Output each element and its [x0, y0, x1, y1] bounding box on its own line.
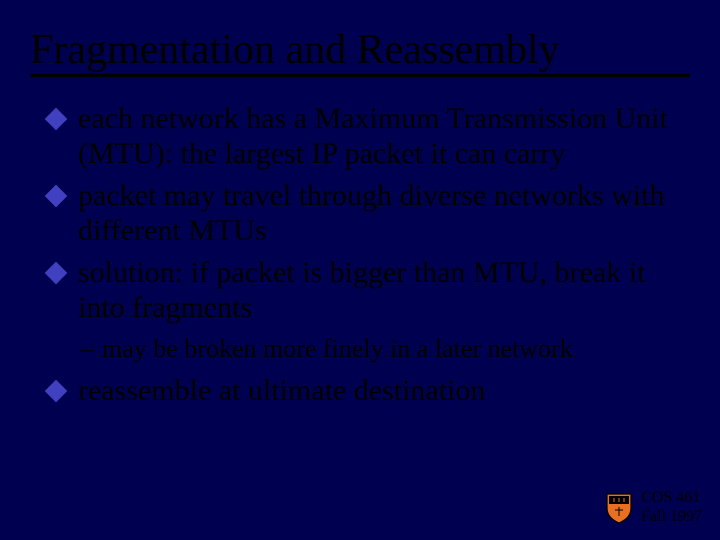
bullet-item: reassemble at ultimate destination [78, 373, 670, 408]
slide-footer: COS 461 Fall 1997 [605, 489, 702, 526]
bullet-text: solution: if packet is bigger than MTU, … [78, 256, 645, 324]
bullet-text: packet may travel through diverse networ… [78, 179, 665, 247]
slide-content: each network has a Maximum Transmission … [30, 101, 690, 408]
slide-title: Fragmentation and Reassembly [30, 28, 690, 77]
bullet-item: each network has a Maximum Transmission … [78, 101, 670, 172]
diamond-bullet-icon [45, 261, 68, 284]
diamond-bullet-icon [45, 108, 68, 131]
bullet-text: reassemble at ultimate destination [78, 374, 485, 407]
bullet-text: each network has a Maximum Transmission … [78, 102, 668, 170]
bullet-item: packet may travel through diverse networ… [78, 178, 670, 249]
dash-bullet-icon: – [80, 333, 93, 364]
sub-bullet-item: – may be broken more finely in a later n… [102, 333, 670, 364]
slide: Fragmentation and Reassembly each networ… [0, 0, 720, 540]
diamond-bullet-icon [45, 185, 68, 208]
footer-text: COS 461 Fall 1997 [641, 489, 702, 526]
princeton-shield-icon [605, 492, 633, 524]
diamond-bullet-icon [45, 379, 68, 402]
bullet-item: solution: if packet is bigger than MTU, … [78, 255, 670, 326]
footer-line2: Fall 1997 [641, 508, 702, 526]
sub-bullet-text: may be broken more finely in a later net… [102, 334, 573, 363]
footer-line1: COS 461 [641, 489, 702, 507]
